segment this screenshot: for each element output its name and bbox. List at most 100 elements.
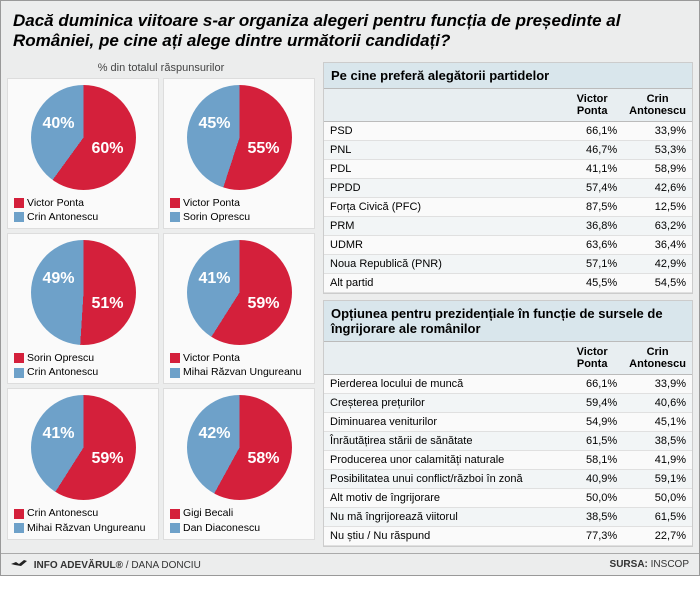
table-row: Producerea unor calamități naturale58,1%… [324, 450, 692, 469]
row-v1: 50,0% [561, 488, 623, 507]
table-row: Înrăutățirea stării de sănătate61,5%38,5… [324, 431, 692, 450]
swatch-red-icon [170, 198, 180, 208]
pie-chart: 49%51% [31, 240, 136, 345]
row-name: Diminuarea veniturilor [324, 412, 561, 431]
pies-column: % din totalul răspunsurilor 40%60%Victor… [1, 58, 321, 553]
table-row: Nu știu / Nu răspund77,3%22,7% [324, 526, 692, 545]
table-row: Alt motiv de îngrijorare50,0%50,0% [324, 488, 692, 507]
footer-source-label: SURSA: [610, 559, 648, 570]
pie-cell: 45%55%Victor PontaSorin Oprescu [163, 78, 315, 229]
table-row: Nu mă îngrijorează viitorul38,5%61,5% [324, 507, 692, 526]
table-row: Forța Civică (PFC)87,5%12,5% [324, 197, 692, 216]
table1: Victor Ponta Crin Antonescu PSD66,1%33,9… [324, 89, 692, 293]
legend-red-label: Gigi Becali [183, 507, 233, 519]
pie-red-pct: 55% [247, 140, 279, 158]
swatch-blue-icon [14, 523, 24, 533]
row-v1: 87,5% [561, 197, 623, 216]
row-name: Posibilitatea unui conflict/război în zo… [324, 469, 561, 488]
swatch-blue-icon [14, 212, 24, 222]
swatch-red-icon [14, 198, 24, 208]
row-name: Înrăutățirea stării de sănătate [324, 431, 561, 450]
row-v1: 40,9% [561, 469, 623, 488]
pie-cell: 41% 59% Crin Antonescu Mihai Răzvan Ungurea… [7, 388, 159, 539]
row-v2: 45,1% [623, 412, 692, 431]
pie-legend: Victor PontaMihai Răzvan Ungureanu [170, 351, 308, 379]
legend-blue: Sorin Oprescu [170, 210, 308, 224]
table1-panel: Pe cine preferă alegătorii partidelor Vi… [323, 62, 693, 294]
table2-title: Opțiunea pentru prezidențiale în funcție… [324, 301, 692, 342]
row-v2: 42,9% [623, 254, 692, 273]
pies-subtitle: % din totalul răspunsurilor [7, 62, 315, 74]
row-v1: 38,5% [561, 507, 623, 526]
main-title: Dacă duminica viitoare s-ar organiza ale… [1, 1, 699, 58]
table2-col1: Victor Ponta [561, 342, 623, 375]
row-v2: 50,0% [623, 488, 692, 507]
pie-cell: 41%59%Victor PontaMihai Răzvan Ungureanu [163, 233, 315, 384]
pie-red-pct: 59% [247, 295, 279, 313]
row-v1: 36,8% [561, 216, 623, 235]
legend-red: Victor Ponta [14, 196, 152, 210]
pie-legend: Victor Ponta Sorin Oprescu [170, 196, 308, 224]
swatch-red-icon [14, 353, 24, 363]
table-row: Pierderea locului de muncă66,1%33,9% [324, 374, 692, 393]
row-v2: 33,9% [623, 374, 692, 393]
legend-red: Victor Ponta [170, 351, 308, 365]
footer: INFO ADEVĂRUL® / DANA DONCIU SURSA: INSC… [1, 553, 699, 575]
legend-red-label: Victor Ponta [183, 197, 240, 209]
legend-blue-label: Mihai Răzvan Ungureanu [27, 522, 145, 534]
table-row: PSD66,1%33,9% [324, 121, 692, 140]
row-v2: 59,1% [623, 469, 692, 488]
pie-red-pct: 51% [91, 295, 123, 313]
table-row: Posibilitatea unui conflict/război în zo… [324, 469, 692, 488]
row-v2: 63,2% [623, 216, 692, 235]
pie-blue-pct: 41% [43, 425, 75, 443]
row-name: PPDD [324, 178, 561, 197]
row-v2: 38,5% [623, 431, 692, 450]
table1-col1: Victor Ponta [561, 89, 623, 122]
footer-author: / DANA DONCIU [126, 560, 201, 571]
table-row: Noua Republică (PNR)57,1%42,9% [324, 254, 692, 273]
pie-red-pct: 58% [247, 450, 279, 468]
row-v1: 57,1% [561, 254, 623, 273]
legend-blue-label: Mihai Răzvan Ungureanu [183, 366, 301, 378]
row-v1: 77,3% [561, 526, 623, 545]
row-name: PRM [324, 216, 561, 235]
pie-cell: 42%58%Gigi BecaliDan Diaconescu [163, 388, 315, 539]
footer-source-value: INSCOP [651, 559, 689, 570]
pie-red-pct: 59% [91, 450, 123, 468]
swatch-blue-icon [170, 212, 180, 222]
pie-red-pct: 60% [91, 140, 123, 158]
table1-title: Pe cine preferă alegătorii partidelor [324, 63, 692, 89]
pie-blue-pct: 42% [199, 425, 231, 443]
row-v1: 57,4% [561, 178, 623, 197]
pie-cell: 49%51% Sorin OprescuCrin Antonescu [7, 233, 159, 384]
row-name: Producerea unor calamități naturale [324, 450, 561, 469]
swatch-blue-icon [170, 523, 180, 533]
row-v1: 54,9% [561, 412, 623, 431]
pie-legend: Victor PontaCrin Antonescu [14, 196, 152, 224]
row-name: Noua Republică (PNR) [324, 254, 561, 273]
row-v2: 53,3% [623, 140, 692, 159]
pie-chart: 41% 59% [31, 395, 136, 500]
legend-red: Victor Ponta [170, 196, 308, 210]
table1-header-row: Victor Ponta Crin Antonescu [324, 89, 692, 122]
pie-legend: Crin Antonescu Mihai Răzvan Ungureanu [14, 506, 152, 534]
legend-red-label: Crin Antonescu [27, 507, 98, 519]
table2-col-blank [324, 342, 561, 375]
legend-red: Sorin Oprescu [14, 351, 152, 365]
footer-right: SURSA: INSCOP [610, 559, 689, 570]
legend-red: Gigi Becali [170, 506, 308, 520]
row-name: Nu mă îngrijorează viitorul [324, 507, 561, 526]
content-row: % din totalul răspunsurilor 40%60%Victor… [1, 58, 699, 553]
tables-column: Pe cine preferă alegătorii partidelor Vi… [321, 58, 699, 553]
table1-body: PSD66,1%33,9%PNL46,7%53,3%PDL41,1%58,9%P… [324, 121, 692, 292]
swatch-red-icon [14, 509, 24, 519]
row-v2: 54,5% [623, 273, 692, 292]
table1-col-blank [324, 89, 561, 122]
table2-body: Pierderea locului de muncă66,1%33,9%Creș… [324, 374, 692, 545]
legend-blue-label: Sorin Oprescu [183, 211, 250, 223]
legend-blue: Crin Antonescu [14, 365, 152, 379]
table-row: Diminuarea veniturilor54,9%45,1% [324, 412, 692, 431]
swatch-blue-icon [170, 368, 180, 378]
row-name: Nu știu / Nu răspund [324, 526, 561, 545]
